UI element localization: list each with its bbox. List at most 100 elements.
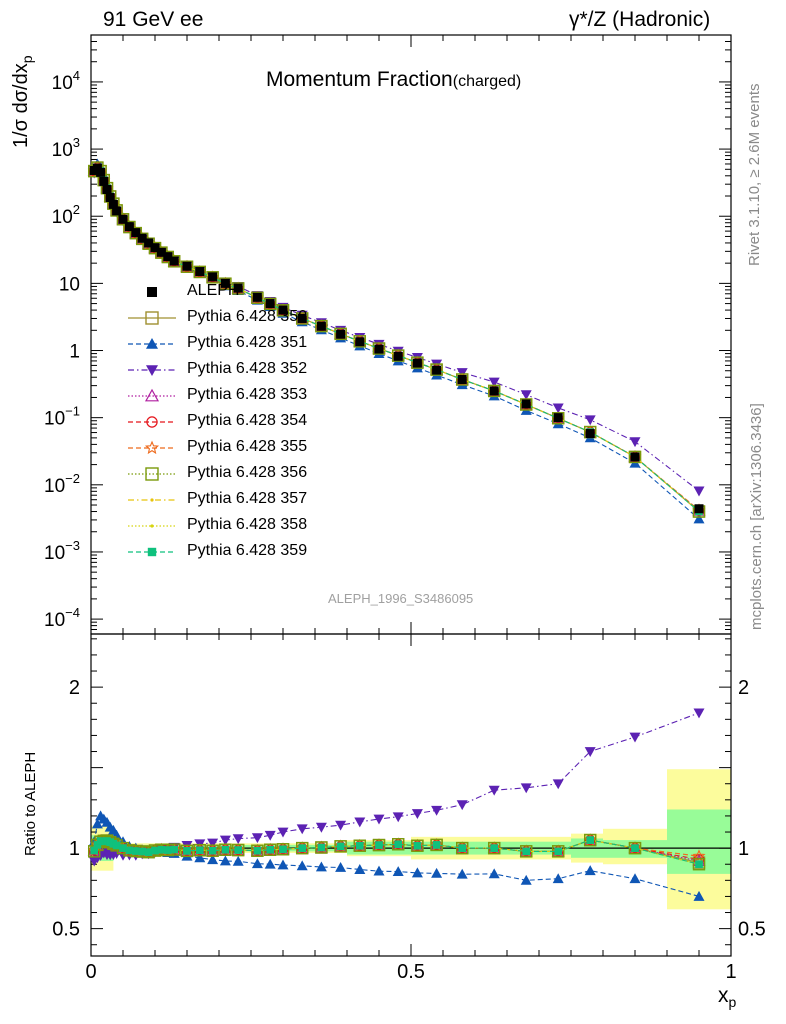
main-series-8: [92, 165, 701, 514]
main-series-point: [456, 373, 469, 386]
main-series-point: [296, 312, 309, 325]
ratio-series-point: [392, 866, 404, 877]
legend-label-357: Pythia 6.428 357: [187, 490, 308, 507]
ratio-series-point: [693, 890, 705, 901]
x-tick-label: 1: [725, 961, 736, 983]
ratio-series-point: [456, 800, 468, 811]
ratio-series-point: [552, 779, 564, 790]
aleph-point: [355, 337, 365, 347]
aleph-point: [169, 256, 179, 266]
y-tick-label: 10−2: [44, 471, 80, 497]
y-tick-label: 10−3: [44, 538, 80, 564]
main-series-point: [629, 437, 641, 448]
ratio-series-point: [138, 847, 147, 856]
main-series-point: [552, 412, 565, 425]
ratio-series-point: [131, 847, 140, 855]
ratio-series-point: [520, 783, 532, 794]
aleph-point: [585, 429, 595, 439]
ratio-series-point: [90, 846, 99, 855]
ratio-y-tick-label-right: 2: [738, 677, 749, 699]
main-series-3: [88, 165, 705, 497]
ratio-series-point: [488, 868, 500, 879]
ratio-series-point: [251, 833, 263, 844]
aleph-point: [374, 344, 384, 354]
aleph-point: [521, 399, 531, 409]
main-series-point: [430, 363, 443, 376]
aleph-point: [457, 375, 467, 385]
aleph-point: [195, 267, 205, 277]
main-series-point: [520, 398, 533, 411]
aleph-point: [150, 243, 160, 253]
legend-marker: [150, 498, 154, 502]
ratio-series-point: [629, 732, 641, 743]
aleph-point: [265, 299, 275, 309]
aleph-point: [393, 351, 403, 361]
ratio-series-point: [431, 867, 443, 878]
legend-label-352: Pythia 6.428 352: [187, 360, 308, 377]
main-series-2: [88, 158, 705, 524]
ratio-series-point: [232, 855, 244, 866]
aleph-point: [96, 167, 106, 177]
ratio-series-point: [151, 846, 159, 855]
ratio-y-tick-label: 1: [69, 838, 80, 860]
aleph-point: [412, 358, 422, 368]
main-series-point: [628, 450, 642, 464]
aleph-point: [182, 261, 192, 271]
main-series-point: [693, 513, 705, 524]
ratio-series-point: [629, 873, 641, 884]
plot-title-main: Momentum Fraction: [266, 68, 453, 91]
ratio-series-point: [157, 845, 166, 854]
main-series-line: [93, 169, 700, 492]
main-series-10: [90, 163, 703, 516]
legend-marker: [144, 388, 160, 402]
y-axis-label-main: 1/σ dσ/dxp: [10, 55, 35, 148]
ratio-series-point: [355, 841, 364, 850]
main-series-5: [88, 162, 705, 517]
ratio-series-point: [520, 874, 532, 885]
ratio-series-point: [195, 846, 204, 855]
main-series-aleph: [89, 163, 704, 514]
y-tick-label: 104: [52, 68, 80, 94]
ratio-series-point: [207, 838, 219, 849]
ratio-series-point: [373, 814, 385, 825]
ratio-series-point: [411, 867, 423, 878]
left-title: 91 GeV ee: [103, 8, 204, 31]
right-title: γ*/Z (Hadronic): [569, 8, 711, 31]
ratio-series-point: [221, 845, 230, 854]
legend-label-354: Pythia 6.428 354: [187, 412, 308, 429]
ratio-series-point: [119, 844, 127, 852]
ratio-series-point: [693, 708, 705, 719]
ratio-y-tick-label-right: 1: [738, 838, 749, 860]
ratio-series-point: [522, 847, 531, 856]
aleph-point: [118, 214, 128, 224]
main-series-point: [552, 403, 564, 414]
aleph-point: [208, 272, 218, 282]
main-series-point: [315, 319, 328, 333]
aleph-point: [432, 365, 442, 375]
ratio-series-point: [490, 844, 499, 852]
ratio-series-point: [354, 817, 366, 828]
aleph-point: [163, 252, 173, 262]
ratio-series-point: [584, 747, 596, 758]
ratio-series-point: [277, 859, 289, 870]
main-series-9: [92, 165, 701, 514]
main-series-point: [334, 327, 347, 341]
ratio-series-point: [335, 861, 347, 872]
aleph-point: [108, 199, 118, 209]
aleph-point: [316, 321, 326, 331]
ratio-series-point: [317, 843, 326, 852]
main-series-6: [87, 160, 706, 516]
ratio-series-point: [431, 805, 443, 816]
ratio-y-tick-label: 0.5: [52, 919, 80, 941]
main-series-point: [693, 486, 705, 497]
ratio-series-point: [219, 835, 231, 846]
main-series-point: [411, 356, 424, 369]
main-series-line: [93, 163, 700, 520]
aleph-point: [156, 247, 166, 257]
x-tick-label: 0.5: [397, 961, 425, 983]
plot-title: Momentum Fraction(charged): [266, 68, 521, 92]
ratio-series-point: [296, 860, 308, 871]
aleph-point: [297, 313, 307, 323]
ratio-uncertainty-bands: [91, 769, 731, 910]
